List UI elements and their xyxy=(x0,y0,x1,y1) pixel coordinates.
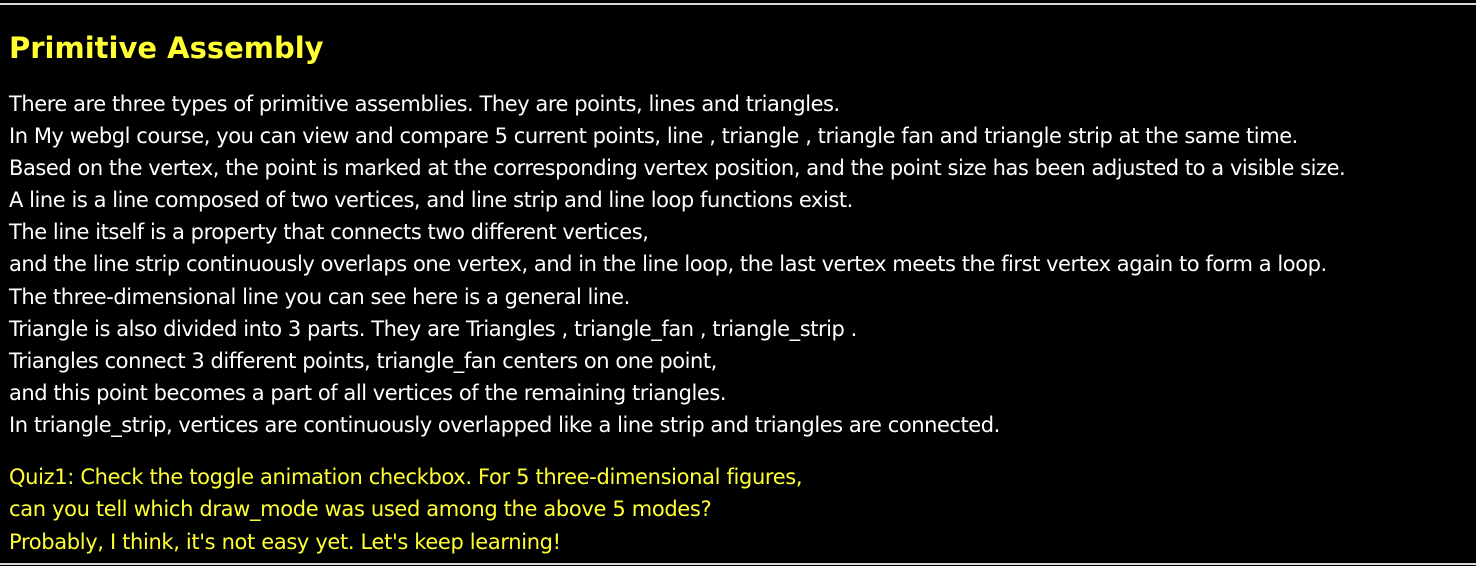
quiz-text: Quiz1: Check the toggle animation checkb… xyxy=(9,461,803,558)
description-line: In triangle_strip, vertices are continuo… xyxy=(9,412,1000,437)
quiz-line: Quiz1: Check the toggle animation checkb… xyxy=(9,465,803,489)
description-line: A line is a line composed of two vertice… xyxy=(9,188,853,213)
page-title: Primitive Assembly xyxy=(9,31,324,65)
description-line: There are three types of primitive assem… xyxy=(9,92,840,116)
quiz-line: can you tell which draw_mode was used am… xyxy=(9,497,712,522)
description-line: and the line strip continuously overlaps… xyxy=(9,252,1327,277)
description-line: Based on the vertex, the point is marked… xyxy=(9,156,1346,181)
description-line: The line itself is a property that conne… xyxy=(9,220,649,245)
top-divider xyxy=(0,3,1476,5)
description-line: The three-dimensional line you can see h… xyxy=(9,284,630,309)
description-line: Triangle is also divided into 3 parts. T… xyxy=(9,316,857,341)
bottom-divider xyxy=(0,563,1476,565)
quiz-line: Probably, I think, it's not easy yet. Le… xyxy=(9,529,561,554)
description-text: There are three types of primitive assem… xyxy=(9,88,1346,441)
description-line: In My webgl course, you can view and com… xyxy=(9,124,1298,149)
description-line: and this point becomes a part of all ver… xyxy=(9,380,727,405)
description-line: Triangles connect 3 different points, tr… xyxy=(9,348,717,373)
